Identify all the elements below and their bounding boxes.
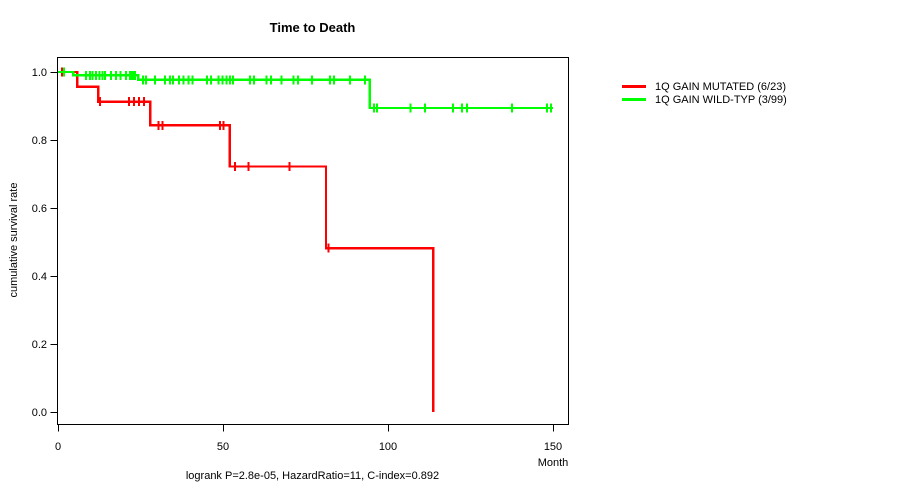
y-tick-label: 0.0 xyxy=(32,407,47,419)
legend-item-wildtyp: 1Q GAIN WILD-TYP (3/99) xyxy=(622,93,787,106)
legend-label-mutated: 1Q GAIN MUTATED (6/23) xyxy=(655,80,787,93)
survival-curve-0 xyxy=(58,70,435,412)
y-tick-label: 0.4 xyxy=(32,271,47,283)
x-tick-label: 0 xyxy=(55,441,61,453)
y-axis-title: cumulative survival rate xyxy=(8,182,20,298)
stats-footnote: logrank P=2.8e-05, HazardRatio=11, C-ind… xyxy=(185,470,440,482)
x-tick-label: 100 xyxy=(379,441,397,453)
legend-line-mutated-icon xyxy=(622,85,646,88)
y-tick-label: 0.8 xyxy=(32,135,47,147)
legend-label-wildtyp: 1Q GAIN WILD-TYP (3/99) xyxy=(655,93,787,106)
survival-curve-1 xyxy=(58,70,553,110)
x-tick-label: 50 xyxy=(217,441,229,453)
x-tick-label: 150 xyxy=(544,441,562,453)
legend-item-mutated: 1Q GAIN MUTATED (6/23) xyxy=(622,80,787,93)
y-tick-label: 0.2 xyxy=(32,339,47,351)
y-tick-label: 1.0 xyxy=(32,67,47,79)
x-axis-title: Month xyxy=(537,457,569,469)
legend: 1Q GAIN MUTATED (6/23) 1Q GAIN WILD-TYP … xyxy=(622,80,787,106)
y-tick-label: 0.6 xyxy=(32,203,47,215)
chart-title: Time to Death xyxy=(269,20,356,35)
legend-line-wildtyp-icon xyxy=(622,98,646,101)
plot-box xyxy=(57,57,569,425)
